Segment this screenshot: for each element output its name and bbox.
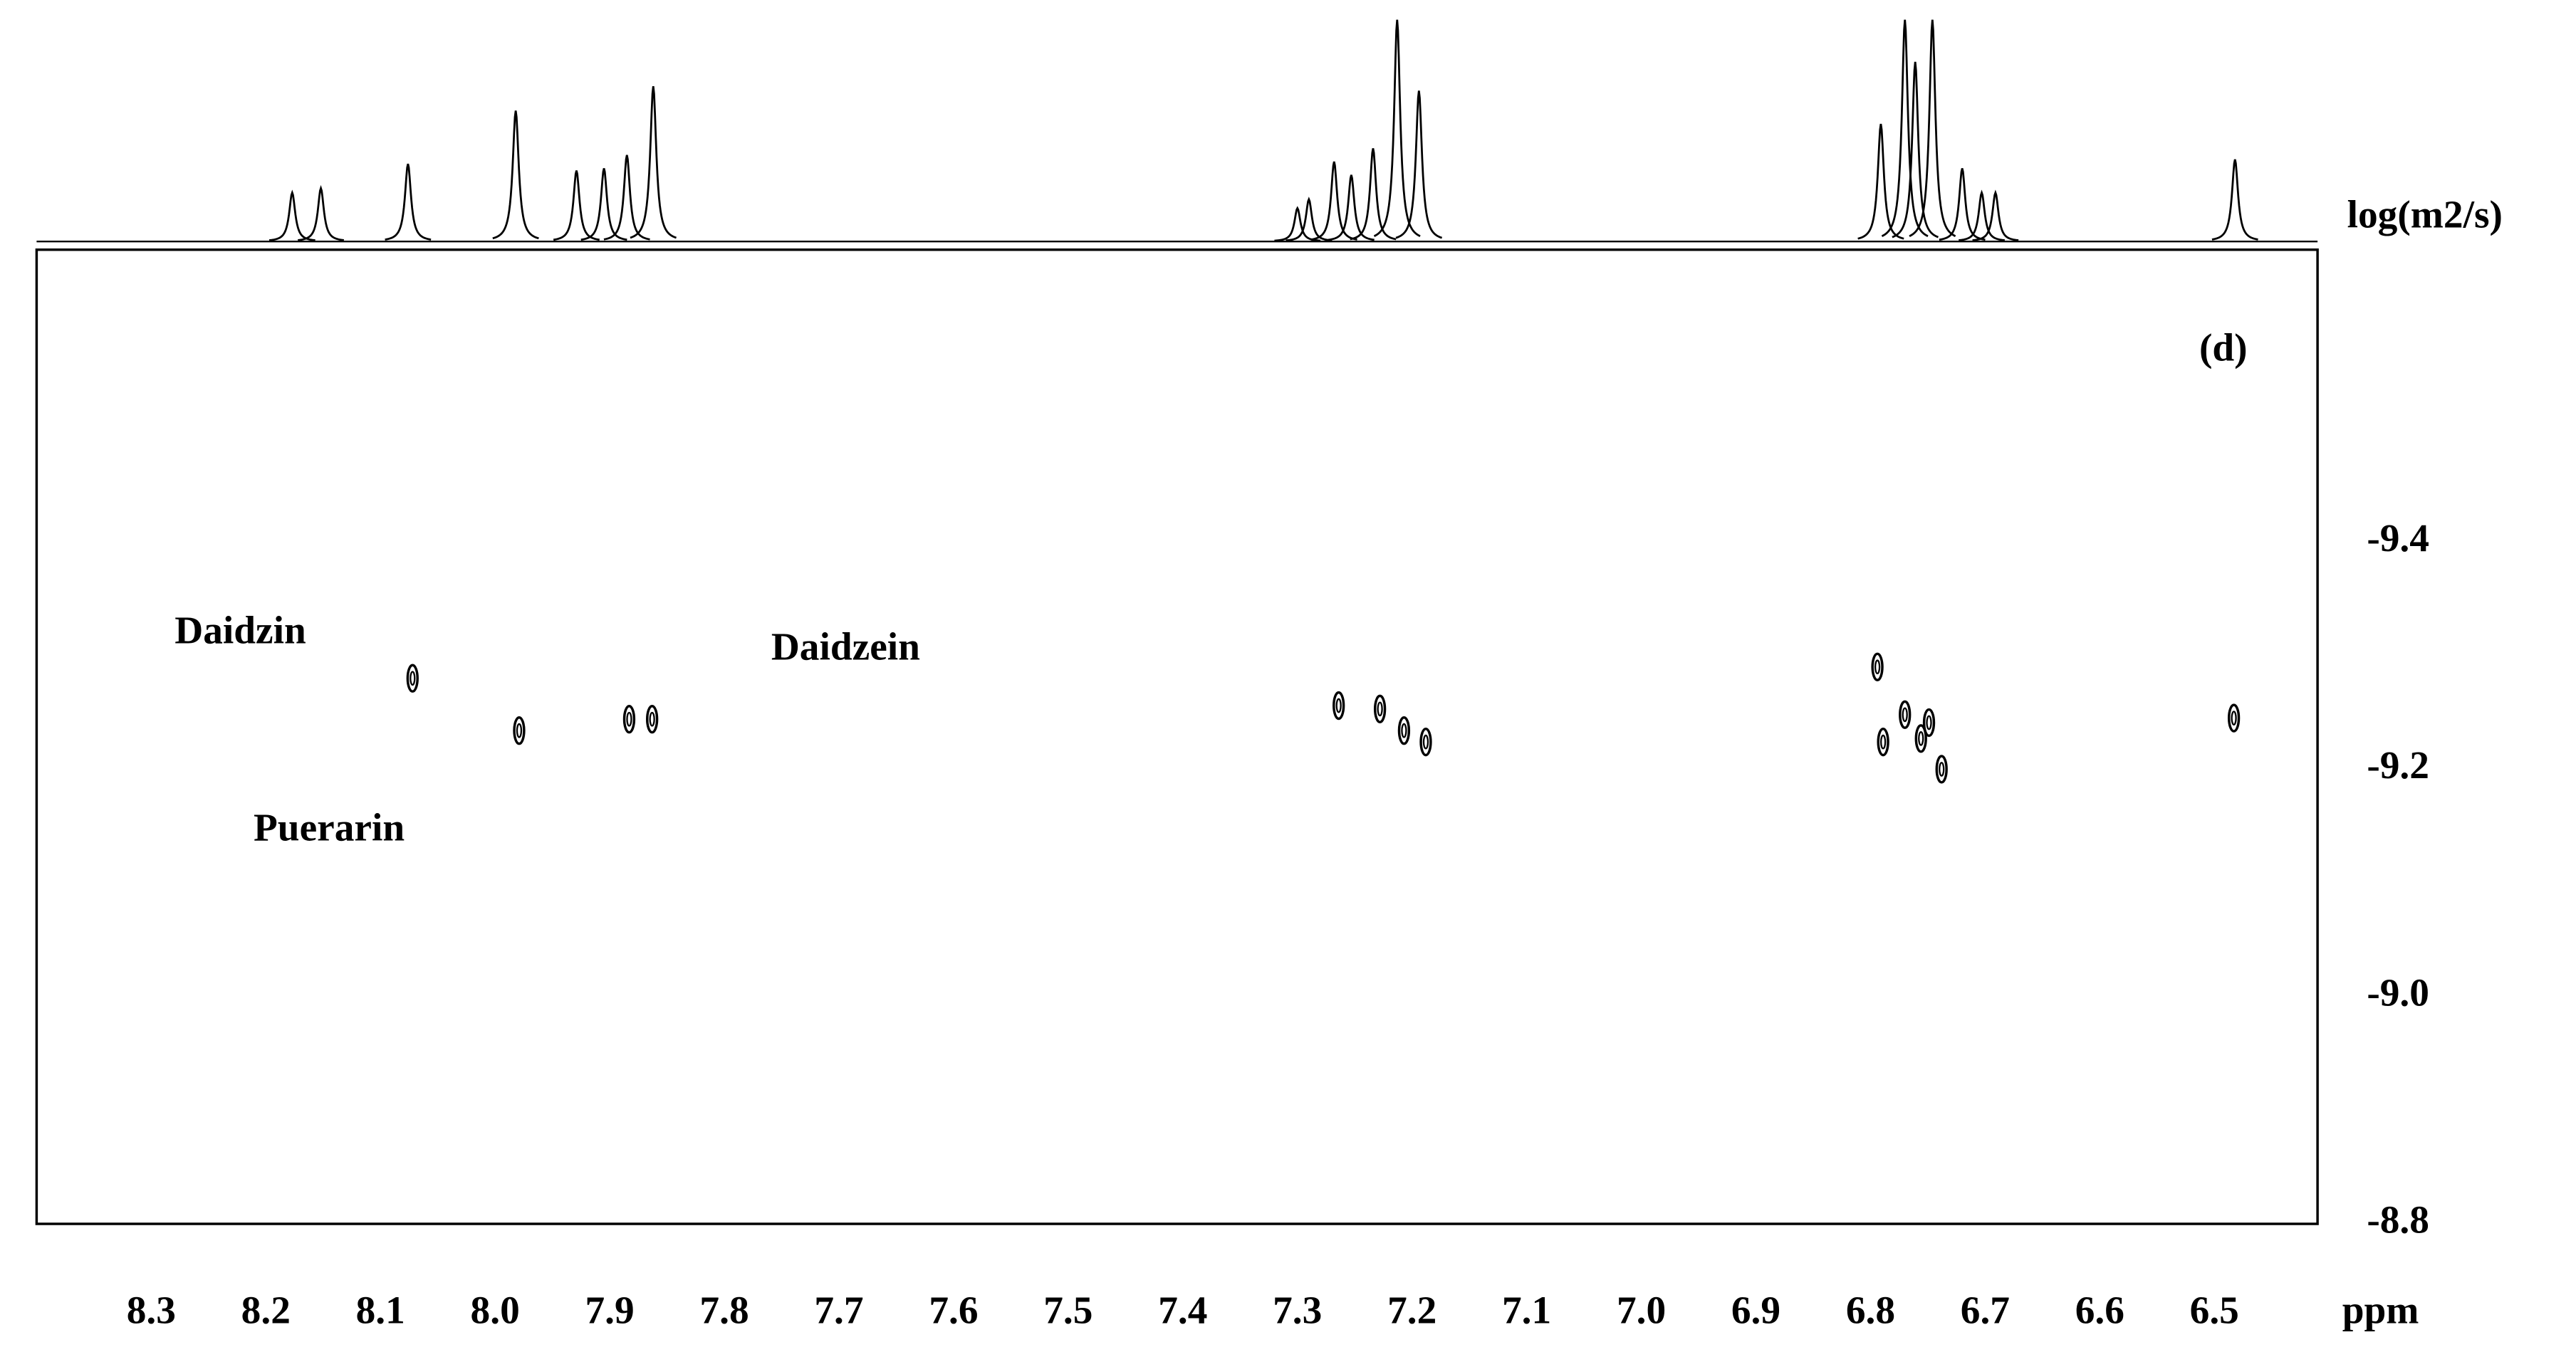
contour-peak <box>1419 727 1432 757</box>
x-tick-label: 7.5 <box>1043 1289 1093 1332</box>
contour-peak <box>1871 652 1884 681</box>
projection-peak <box>1310 161 1357 241</box>
x-tick-label: 6.6 <box>2075 1289 2124 1332</box>
contour-peak-inner <box>1939 762 1945 777</box>
x-axis-label: ppm <box>2342 1289 2419 1332</box>
contour-peak <box>1877 727 1889 757</box>
y-tick-label: -9.4 <box>2367 516 2429 560</box>
projection-peak <box>298 184 345 241</box>
contour-peak-inner <box>1874 659 1881 675</box>
x-tick-label: 8.3 <box>127 1289 176 1332</box>
contour-peak-inner <box>1377 701 1383 717</box>
contour-peak-inner <box>1401 723 1407 738</box>
annotation: Puerarin <box>254 805 405 849</box>
contour-peak-inner <box>1902 707 1908 723</box>
x-tick-label: 7.9 <box>585 1289 634 1332</box>
contour-peak <box>1914 724 1927 753</box>
projection-peak <box>1395 90 1443 239</box>
panel-label: (d) <box>2199 325 2248 369</box>
x-tick-label: 6.9 <box>1731 1289 1780 1332</box>
projection-peak <box>1972 189 2019 241</box>
x-tick-label: 8.0 <box>471 1289 520 1332</box>
plot-frame <box>35 248 2319 1225</box>
contour-peak <box>1397 716 1411 745</box>
x-tick-label: 7.7 <box>814 1289 863 1332</box>
contour-peak-inner <box>1926 715 1932 730</box>
contour-peak <box>513 716 526 745</box>
annotation: Daidzein <box>771 624 920 668</box>
contour-peak <box>1373 694 1387 724</box>
x-tick-label: 7.0 <box>1617 1289 1666 1332</box>
projection-peak <box>1857 123 1904 240</box>
contour-peak <box>1922 708 1936 738</box>
projection-peak <box>2211 159 2258 241</box>
contour-peak <box>645 705 659 734</box>
x-tick-label: 6.8 <box>1846 1289 1895 1332</box>
contour-peak-inner <box>1422 734 1429 750</box>
x-tick-label: 8.1 <box>356 1289 405 1332</box>
contour-peak <box>2227 703 2241 733</box>
projection-peak <box>1881 19 1929 237</box>
projection-peak <box>1959 189 2005 241</box>
x-tick-label: 6.7 <box>1961 1289 2010 1332</box>
contour-peak <box>1935 755 1948 784</box>
annotation: Daidzin <box>174 608 306 651</box>
contour-peak-inner <box>410 671 416 686</box>
x-tick-label: 7.1 <box>1502 1289 1551 1332</box>
x-tick-label: 7.4 <box>1158 1289 1207 1332</box>
projection-peak <box>1939 168 1986 241</box>
contour-peak <box>406 664 419 693</box>
projection-peak <box>1286 196 1333 242</box>
projection-peak <box>268 189 316 241</box>
x-tick-label: 7.2 <box>1387 1289 1436 1332</box>
contour-peak <box>1333 691 1345 720</box>
contour-peak-inner <box>516 723 523 738</box>
projection-peak <box>580 168 627 241</box>
projection-peak <box>492 110 539 240</box>
projection-peak <box>630 85 677 239</box>
y-tick-label: -9.2 <box>2367 743 2429 787</box>
y-tick-label: -8.8 <box>2367 1198 2429 1242</box>
projection-peak <box>603 154 650 241</box>
contour-peak-inner <box>1918 730 1924 746</box>
projection-peak <box>1373 19 1421 237</box>
contour-peak-inner <box>649 711 655 727</box>
y-axis-label: log(m2/s) <box>2347 193 2503 236</box>
contour-peak <box>622 705 636 734</box>
projection-peak <box>385 163 432 241</box>
contour-peak-inner <box>626 711 632 727</box>
x-tick-label: 7.6 <box>929 1289 978 1332</box>
x-tick-label: 7.8 <box>699 1289 749 1332</box>
projection-peak <box>1350 148 1397 241</box>
contour-peak-inner <box>2231 711 2237 726</box>
contour-peak <box>1899 700 1912 730</box>
x-tick-label: 8.2 <box>241 1289 291 1332</box>
projection-peak <box>1892 61 1939 239</box>
x-tick-label: 6.5 <box>2190 1289 2239 1332</box>
projection-peak <box>1328 174 1375 241</box>
projection-peak <box>1909 19 1956 237</box>
x-tick-label: 7.3 <box>1273 1289 1322 1332</box>
y-tick-label: -9.0 <box>2367 970 2429 1014</box>
projection-peak <box>553 170 600 241</box>
contour-peak-inner <box>1335 698 1342 713</box>
contour-peak-inner <box>1879 734 1887 750</box>
